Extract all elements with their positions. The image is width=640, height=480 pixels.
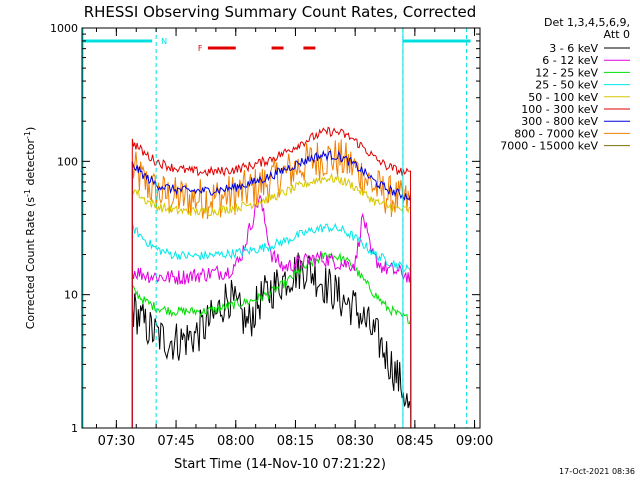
legend-label-1: 6 - 12 keV [542, 54, 598, 67]
y-tick-label: 1 [71, 422, 78, 435]
legend-label-3: 25 - 50 keV [535, 79, 598, 92]
legend-label-6: 300 - 800 keV [521, 115, 598, 128]
series-line-6 [131, 149, 412, 429]
legend-label-4: 50 - 100 keV [528, 91, 598, 104]
x-tick-label: 07:45 [157, 434, 194, 449]
legend-header-line-2: Att 0 [604, 28, 630, 41]
x-tick-label: 08:15 [277, 434, 314, 449]
series-line-0 [131, 252, 412, 429]
footer-timestamp: 17-Oct-2021 08:36 [559, 467, 635, 476]
plot-area: NF [82, 28, 471, 429]
x-tick-label: 08:45 [396, 434, 433, 449]
night-flag-label: N [161, 37, 167, 46]
legend-label-7: 800 - 7000 keV [514, 127, 598, 140]
x-tick-label: 09:00 [456, 434, 493, 449]
x-tick-label: 08:00 [217, 434, 254, 449]
y-axis-label: Corrected Count Rate (s-1 detector-1) [23, 127, 37, 330]
series-line-4 [131, 172, 412, 429]
series-line-2 [131, 252, 412, 429]
x-axis-label: Start Time (14-Nov-10 07:21:22) [174, 457, 386, 472]
series-line-5 [131, 126, 412, 429]
series-line-3 [131, 222, 412, 429]
series-line-1 [131, 194, 412, 429]
plot-frame [81, 27, 481, 429]
series-line-7 [131, 139, 412, 429]
axes: 1 10 100 1000 07:30 07:45 08:00 08:15 08:30 08:45… [50, 22, 493, 449]
legend-label-5: 100 - 300 keV [521, 103, 598, 116]
flare-flag-label: F [198, 44, 203, 53]
x-tick-label: 07:30 [98, 434, 135, 449]
legend-label-0: 3 - 6 keV [549, 42, 598, 55]
y-tick-label: 100 [57, 155, 78, 168]
y-tick-label: 1000 [50, 22, 78, 35]
legend-header-line-1: Det 1,3,4,5,6,9, [544, 16, 630, 29]
x-tick-label: 08:30 [336, 434, 373, 449]
y-tick-label: 10 [64, 289, 78, 302]
chart-title: RHESSI Observing Summary Count Rates, Co… [84, 3, 477, 21]
legend-label-2: 12 - 25 keV [535, 66, 598, 79]
legend-label-8: 7000 - 15000 keV [500, 140, 598, 153]
